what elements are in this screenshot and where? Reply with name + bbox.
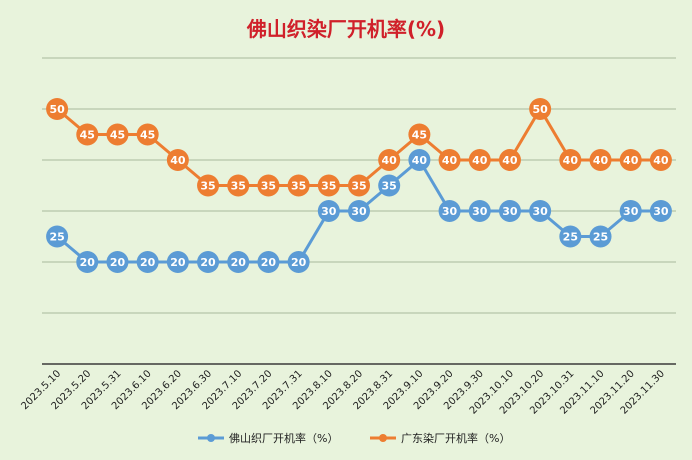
chart-title: 佛山织染厂开机率(%): [246, 17, 445, 41]
data-point: [348, 174, 370, 197]
data-label: 40: [170, 154, 186, 167]
data-label: 35: [321, 180, 336, 193]
data-label: 50: [532, 103, 548, 116]
data-point: [559, 149, 582, 171]
data-point: [649, 149, 672, 171]
data-label: 40: [593, 154, 609, 167]
data-point: [408, 149, 431, 171]
data-label: 20: [170, 256, 186, 269]
data-label: 35: [261, 180, 276, 193]
data-point: [106, 251, 129, 273]
series-1: 25 20 20 20 20 20 20 20 20 30 30 35 40 30 30 30 30 25 25 30…: [46, 149, 672, 273]
data-point: [46, 225, 69, 248]
data-point: [498, 200, 521, 222]
data-point: [136, 251, 159, 273]
data-point: [589, 225, 612, 248]
data-point: [76, 123, 99, 146]
legend-label: 广东染厂开机率（%）: [401, 431, 510, 445]
data-point: [197, 174, 220, 197]
data-point: [529, 98, 552, 120]
data-label: 35: [351, 180, 366, 193]
series-2: 50 45 45 45 40 35 35 35 35 35 35 40 45 40 40 40 50 40 40 40…: [46, 98, 672, 197]
data-point: [136, 123, 159, 146]
data-point: [227, 251, 250, 273]
data-label: 35: [291, 180, 306, 193]
data-label: 35: [231, 180, 246, 193]
data-point: [197, 251, 220, 273]
data-point: [106, 123, 129, 146]
data-label: 20: [140, 256, 156, 269]
legend-swatch-marker: [207, 434, 215, 442]
data-label: 25: [563, 231, 578, 244]
data-point: [317, 200, 340, 222]
data-label: 40: [472, 154, 488, 167]
data-point: [408, 123, 431, 146]
data-point: [619, 200, 642, 222]
data-label: 45: [140, 129, 155, 142]
data-point: [287, 251, 310, 273]
data-label: 40: [412, 154, 428, 167]
data-label: 30: [623, 205, 639, 218]
data-point: [287, 174, 310, 197]
data-point: [317, 174, 340, 197]
data-point: [589, 149, 612, 171]
data-label: 20: [110, 256, 126, 269]
data-point: [227, 174, 250, 197]
data-label: 25: [49, 231, 64, 244]
data-label: 20: [200, 256, 216, 269]
data-point: [468, 200, 491, 222]
data-label: 45: [80, 129, 95, 142]
data-point: [438, 200, 461, 222]
data-label: 40: [442, 154, 458, 167]
data-label: 20: [291, 256, 307, 269]
data-point: [619, 149, 642, 171]
data-point: [498, 149, 521, 171]
data-label: 35: [200, 180, 215, 193]
data-label: 50: [49, 103, 65, 116]
data-label: 30: [321, 205, 337, 218]
data-label: 45: [110, 129, 125, 142]
data-label: 30: [502, 205, 518, 218]
data-label: 20: [261, 256, 277, 269]
data-label: 25: [593, 231, 608, 244]
data-point: [166, 251, 189, 273]
data-label: 30: [472, 205, 488, 218]
legend-swatch-marker: [379, 434, 387, 442]
data-point: [46, 98, 69, 120]
data-label: 20: [231, 256, 247, 269]
legend: 佛山织厂开机率（%） 广东染厂开机率（%）: [198, 431, 510, 445]
data-point: [378, 174, 401, 197]
data-label: 40: [623, 154, 639, 167]
data-label: 30: [351, 205, 367, 218]
data-point: [649, 200, 672, 222]
data-point: [166, 149, 189, 171]
data-label: 45: [412, 129, 427, 142]
data-point: [438, 149, 461, 171]
data-label: 30: [442, 205, 458, 218]
data-point: [257, 251, 280, 273]
data-point: [76, 251, 99, 273]
data-point: [348, 200, 370, 222]
data-label: 40: [563, 154, 579, 167]
data-point: [529, 200, 552, 222]
data-label: 20: [80, 256, 96, 269]
data-label: 40: [502, 154, 518, 167]
data-point: [468, 149, 491, 171]
data-label: 30: [532, 205, 548, 218]
series-layer: 25 20 20 20 20 20 20 20 20 30 30 35 40 30 30 30 30 25 25 30…: [46, 98, 672, 273]
data-point: [257, 174, 280, 197]
data-point: [378, 149, 401, 171]
data-label: 30: [653, 205, 669, 218]
data-label: 40: [382, 154, 398, 167]
data-label: 40: [653, 154, 669, 167]
data-label: 35: [382, 180, 397, 193]
data-point: [559, 225, 582, 248]
legend-label: 佛山织厂开机率（%）: [229, 431, 338, 445]
